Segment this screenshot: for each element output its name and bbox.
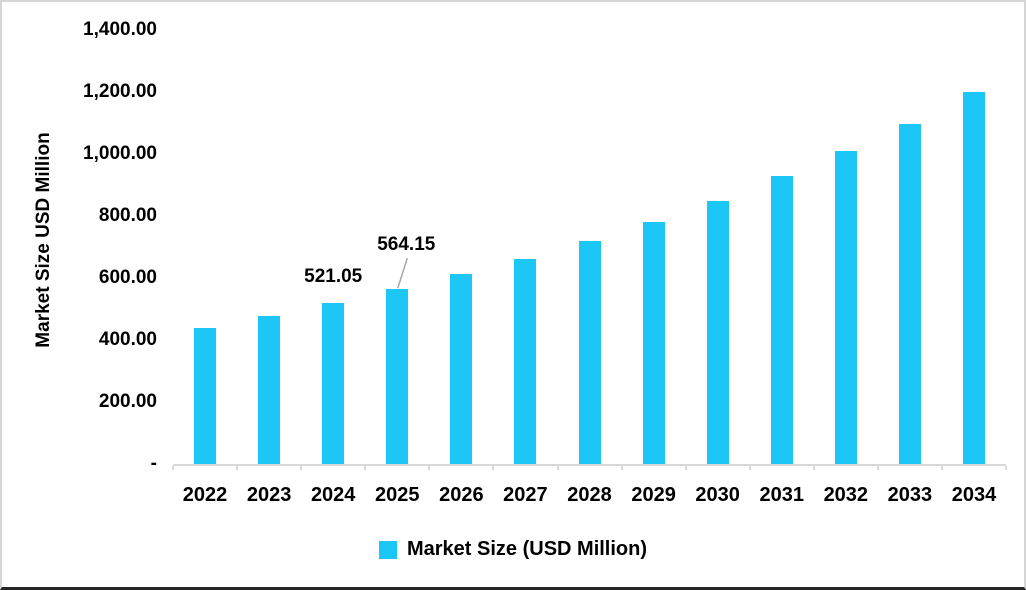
x-axis-labels: 2022 2023 2024 2025 2026 2027 2028 2029 2030 2031… xyxy=(173,484,1006,507)
x-tick-label-2033: 2033 xyxy=(887,484,933,506)
y-tick-label: 600.00 xyxy=(98,267,157,288)
y-tick-label: 800.00 xyxy=(98,205,157,226)
legend: Market Size (USD Million) xyxy=(2,538,1024,561)
bar-2024 xyxy=(322,302,345,464)
x-axis-tick-mark xyxy=(364,466,367,470)
category-slot-2023 xyxy=(237,30,301,464)
x-axis-tick-mark xyxy=(1005,466,1007,470)
legend-label: Market Size (USD Million) xyxy=(406,538,648,560)
category-slot-2031 xyxy=(750,30,814,464)
x-tick-label-2028: 2028 xyxy=(567,484,612,506)
x-axis-tick-mark xyxy=(556,466,559,470)
x-axis-tick-mark xyxy=(428,466,431,470)
x-tick-label-2022: 2022 xyxy=(182,484,228,506)
category-slot-2029 xyxy=(622,30,686,464)
y-tick-label: 200.00 xyxy=(98,391,157,412)
bar-2027 xyxy=(514,258,537,464)
bar-2033 xyxy=(898,123,921,464)
x-tick-label-2032: 2032 xyxy=(823,484,869,506)
x-axis-tick-mark xyxy=(684,466,687,470)
x-tick-label-2034: 2034 xyxy=(951,484,997,506)
x-tick-label-2029: 2029 xyxy=(631,484,676,506)
y-tick-label: 400.00 xyxy=(98,329,157,350)
bar-2026 xyxy=(450,274,473,464)
x-axis-tick-mark xyxy=(172,466,174,470)
x-axis-tick-mark xyxy=(492,466,495,470)
x-axis-tick-mark xyxy=(940,466,943,470)
x-axis-tick-mark xyxy=(300,466,303,470)
category-slot-2030 xyxy=(686,30,750,464)
x-axis-tick-mark xyxy=(748,466,751,470)
x-tick-label-2024: 2024 xyxy=(310,484,356,506)
y-tick-label: 1,200.00 xyxy=(83,81,157,102)
category-slot-2022 xyxy=(173,30,237,464)
x-tick-label-2026: 2026 xyxy=(439,484,484,506)
category-slot-2027 xyxy=(493,30,557,464)
x-axis-tick-mark xyxy=(876,466,879,470)
x-tick-label-2027: 2027 xyxy=(503,484,548,506)
bar-2029 xyxy=(642,221,665,464)
x-axis-tick-mark xyxy=(236,466,239,470)
bar-2034 xyxy=(962,92,985,464)
category-slot-2025 xyxy=(365,30,429,464)
y-tick-label: - xyxy=(150,453,157,474)
x-tick-label-2023: 2023 xyxy=(246,484,292,506)
category-slot-2033 xyxy=(878,30,942,464)
bar-2025 xyxy=(386,289,409,464)
x-tick-label-2031: 2031 xyxy=(759,484,804,506)
category-slot-2024 xyxy=(301,30,365,464)
y-axis-tick-labels: - 200.00 400.00 600.00 800.00 1,000.00 1,200.0… xyxy=(2,19,157,474)
y-tick-label: 1,000.00 xyxy=(83,143,157,164)
x-axis-tick-mark xyxy=(812,466,815,470)
data-label-2024: 521.05 xyxy=(304,265,363,287)
y-tick-label: 1,400.00 xyxy=(83,19,157,40)
bar-2022 xyxy=(194,327,217,464)
category-slot-2032 xyxy=(814,30,878,464)
x-axis-tick-mark xyxy=(620,466,623,470)
bar-2031 xyxy=(770,176,793,464)
data-label-2025: 564.15 xyxy=(377,234,436,256)
legend-swatch-icon xyxy=(378,540,397,559)
bar-2023 xyxy=(258,315,281,464)
x-tick-label-2025: 2025 xyxy=(375,484,420,506)
bar-2030 xyxy=(706,200,729,464)
category-slot-2034 xyxy=(942,30,1006,464)
bar-2032 xyxy=(834,151,857,464)
plot-area: 521.05 564.15 xyxy=(172,30,1007,470)
bar-2028 xyxy=(578,240,601,464)
category-slot-2028 xyxy=(557,30,621,464)
x-tick-label-2030: 2030 xyxy=(695,484,740,506)
category-slot-2026 xyxy=(429,30,493,464)
